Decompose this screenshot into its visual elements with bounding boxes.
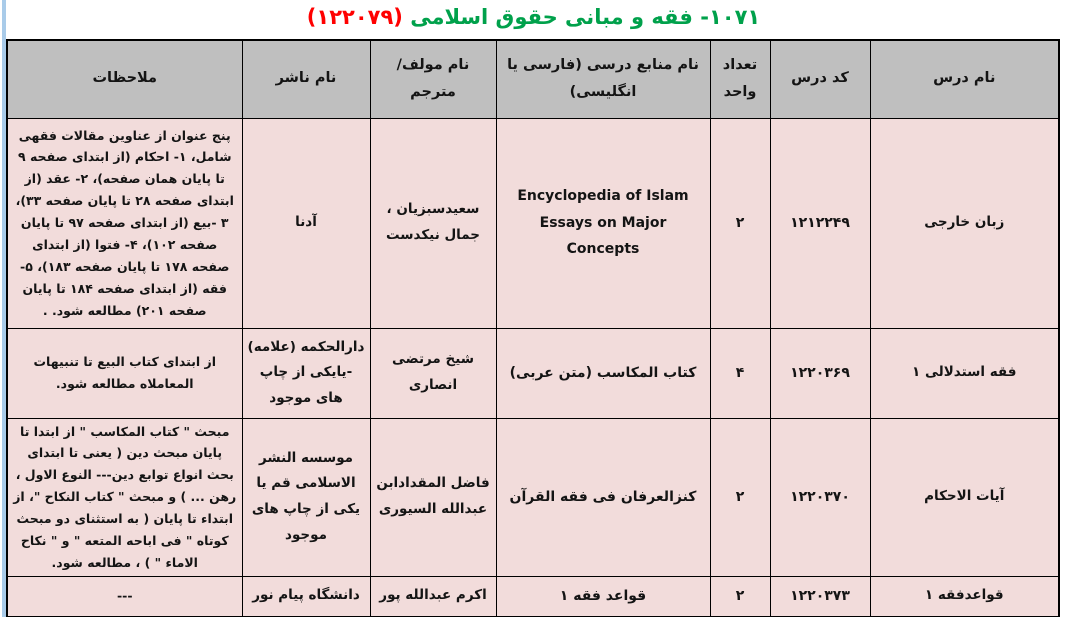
cell-course-code: ۱۲۲۰۳۶۹ [769, 327, 871, 419]
cell-publisher: آدنا [241, 117, 371, 329]
cell-course-name: زبان خارجی [869, 117, 1060, 329]
page-title-code: (۱۲۲۰۷۹) [306, 5, 403, 29]
cell-resources: کتاب المکاسب (متن عربی) [495, 327, 711, 419]
header-resources: نام منابع درسی (فارسی یا انگلیسی) [495, 39, 711, 119]
cell-resources: قواعد فقه ۱ [495, 575, 711, 617]
cell-units: ۲ [709, 117, 771, 329]
cell-publisher: موسسه النشر الاسلامی قم یا یکی از چاپ ها… [241, 417, 371, 577]
table-row: فقه استدلالی ۱ ۱۲۲۰۳۶۹ ۴ کتاب المکاسب (م… [6, 327, 1060, 419]
cell-author: اکرم عبدالله پور [369, 575, 497, 617]
cell-publisher: دارالحکمه (علامه) -یایکی از چاپ های موجو… [241, 327, 371, 419]
cell-course-name: فقه استدلالی ۱ [869, 327, 1060, 419]
cell-units: ۴ [709, 327, 771, 419]
cell-course-code: ۱۲۲۰۳۷۰ [769, 417, 871, 577]
course-table: نام درس کد درس تعداد واحد نام منابع درسی… [6, 39, 1060, 617]
table-header-row: نام درس کد درس تعداد واحد نام منابع درسی… [6, 39, 1060, 119]
cell-author: فاضل المقدادابن عبدالله السیوری [369, 417, 497, 577]
page-title-text: ۱۰۷۱- فقه و مبانی حقوق اسلامی [402, 5, 761, 29]
cell-course-name: آیات الاحکام [869, 417, 1060, 577]
cell-notes: پنج عنوان از عناوین مقالات فقهی شامل، ۱-… [6, 117, 243, 329]
header-course-name: نام درس [869, 39, 1060, 119]
table-row: قواعدفقه ۱ ۱۲۲۰۳۷۳ ۲ قواعد فقه ۱ اکرم عب… [6, 575, 1060, 617]
header-publisher: نام ناشر [241, 39, 371, 119]
cell-resources: کنزالعرفان فی فقه القرآن [495, 417, 711, 577]
cell-publisher: دانشگاه پیام نور [241, 575, 371, 617]
cell-resources: Encyclopedia of Islam Essays on Major Co… [495, 117, 711, 329]
cell-notes: --- [6, 575, 243, 617]
cell-author: شیخ مرتضی انصاری [369, 327, 497, 419]
header-author: نام مولف/ مترجم [369, 39, 497, 119]
cell-course-code: ۱۲۲۰۳۷۳ [769, 575, 871, 617]
header-course-code: کد درس [769, 39, 871, 119]
cell-units: ۲ [709, 417, 771, 577]
cell-notes: از ابتدای کتاب البیع تا تنبیهات المعاملا… [6, 327, 243, 419]
window-edge-line [2, 0, 6, 617]
table-row: زبان خارجی ۱۲۱۲۲۴۹ ۲ Encyclopedia of Isl… [6, 117, 1060, 329]
header-units: تعداد واحد [709, 39, 771, 119]
cell-units: ۲ [709, 575, 771, 617]
cell-course-name: قواعدفقه ۱ [869, 575, 1060, 617]
header-notes: ملاحظات [6, 39, 243, 119]
page-title: ۱۰۷۱- فقه و مبانی حقوق اسلامی (۱۲۲۰۷۹) [0, 0, 1067, 38]
cell-course-code: ۱۲۱۲۲۴۹ [769, 117, 871, 329]
cell-notes: مبحث " کتاب المکاسب " از ابتدا تا پایان … [6, 417, 243, 577]
cell-author: سعیدسبزیان ، جمال نیکدست [369, 117, 497, 329]
table-row: آیات الاحکام ۱۲۲۰۳۷۰ ۲ کنزالعرفان فی فقه… [6, 417, 1060, 577]
